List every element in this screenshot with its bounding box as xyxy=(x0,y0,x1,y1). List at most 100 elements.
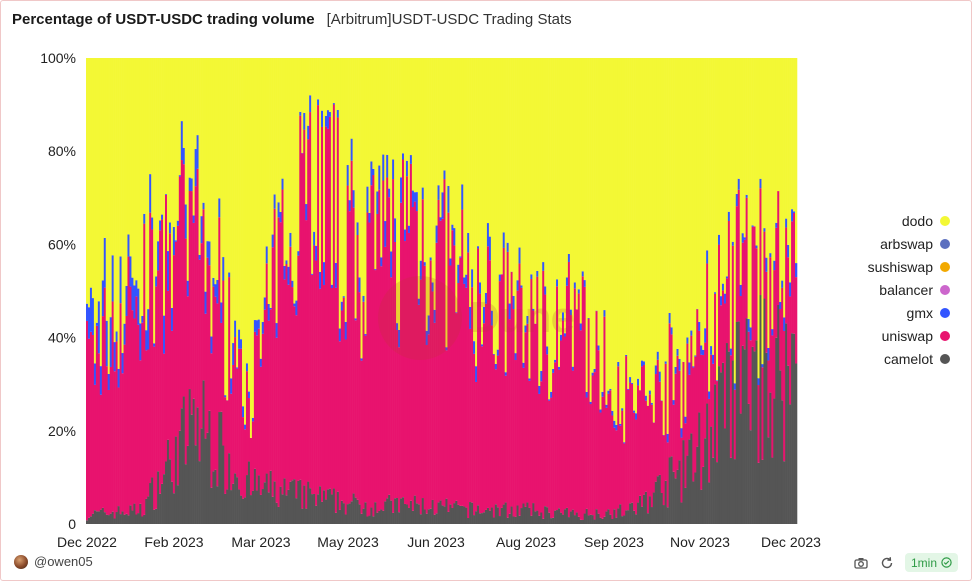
bar-segment-gmx xyxy=(585,391,588,398)
bar-segment-uniswap xyxy=(192,222,195,399)
bar-segment-camelot xyxy=(712,457,715,524)
bar-segment-gmx xyxy=(311,273,314,275)
bar-segment-camelot xyxy=(390,500,393,524)
bar-segment-gmx xyxy=(473,341,476,354)
bar-segment-gmx xyxy=(407,225,411,233)
bar-segment-dodo xyxy=(257,58,261,320)
bar-segment-gmx xyxy=(425,330,428,346)
bar-segment-gmx xyxy=(603,310,606,317)
legend-item-uniswap[interactable]: uniswap xyxy=(868,328,950,344)
bar-segment-camelot xyxy=(220,411,223,524)
bar-segment-uniswap xyxy=(680,437,683,503)
bar-segment-uniswap xyxy=(204,313,207,439)
bar-segment-gmx xyxy=(648,390,652,395)
bar-segment-gmx xyxy=(198,254,201,260)
bar-segment-uniswap xyxy=(546,354,549,508)
bar-segment-dodo xyxy=(475,58,478,367)
legend-item-dodo[interactable]: dodo xyxy=(868,213,950,229)
bar-segment-gmx xyxy=(356,222,359,236)
bar-segment-dodo xyxy=(714,58,717,293)
bar-segment-dodo xyxy=(105,58,109,321)
bar-segment-uniswap xyxy=(269,309,272,471)
bar-segment-gmx xyxy=(783,317,786,331)
bar-segment-gmx xyxy=(245,363,249,372)
refresh-interval-badge[interactable]: 1min xyxy=(904,553,958,572)
bar-segment-dodo xyxy=(174,58,178,241)
legend-item-camelot[interactable]: camelot xyxy=(868,351,950,367)
bar-segment-dodo xyxy=(378,58,381,166)
author-info[interactable]: @owen05 xyxy=(14,554,93,569)
bar-segment-camelot xyxy=(781,400,784,524)
legend-item-sushiswap[interactable]: sushiswap xyxy=(868,259,950,275)
bar-segment-gmx xyxy=(565,277,569,286)
bar-segment-camelot xyxy=(127,515,130,524)
bar-segment-uniswap xyxy=(358,292,361,505)
bar-segment-dodo xyxy=(544,58,547,287)
bar-segment-gmx xyxy=(439,217,442,221)
bar-segment-dodo xyxy=(678,58,681,359)
bar-segment-dodo xyxy=(700,58,703,346)
bar-segment-camelot xyxy=(309,488,312,524)
bar-segment-uniswap xyxy=(625,356,628,511)
bar-segment-uniswap xyxy=(733,389,737,460)
bar-segment-gmx xyxy=(421,187,425,200)
legend-item-gmx[interactable]: gmx xyxy=(868,305,950,321)
bar-segment-uniswap xyxy=(245,371,249,476)
bar-segment-gmx xyxy=(86,303,89,321)
bar-segment-gmx xyxy=(591,372,594,376)
x-tick-label: Dec 2022 xyxy=(57,534,117,550)
bar-segment-gmx xyxy=(727,211,731,221)
x-tick-label: Sep 2023 xyxy=(584,534,644,550)
chart-subtitle[interactable]: [Arbitrum]USDT-USDC Trading Stats xyxy=(326,11,572,28)
bar-segment-uniswap xyxy=(552,372,555,518)
bar-segment-gmx xyxy=(234,320,237,338)
bar-segment-dodo xyxy=(149,58,152,175)
bar-segment-gmx xyxy=(733,383,737,390)
bar-segment-gmx xyxy=(378,165,381,190)
camera-icon[interactable] xyxy=(853,555,869,571)
bar-segment-camelot xyxy=(340,500,344,524)
refresh-icon[interactable] xyxy=(879,555,895,571)
bar-segment-gmx xyxy=(431,282,434,292)
bar-segment-gmx xyxy=(163,315,166,354)
bar-segment-dodo xyxy=(702,58,705,350)
bar-segment-uniswap xyxy=(587,318,590,516)
bar-segment-uniswap xyxy=(477,248,480,506)
bar-segment-dodo xyxy=(660,58,663,401)
bar-segment-gmx xyxy=(581,271,584,277)
bar-segment-dodo xyxy=(763,58,766,229)
bar-segment-dodo xyxy=(623,58,626,443)
bar-segment-dodo xyxy=(374,58,377,270)
bar-segment-uniswap xyxy=(714,293,717,385)
bar-segment-uniswap xyxy=(668,323,671,458)
bar-segment-dodo xyxy=(115,58,118,332)
bar-segment-dodo xyxy=(637,58,640,379)
bar-segment-uniswap xyxy=(481,346,484,514)
bar-segment-dodo xyxy=(461,58,464,185)
bar-segment-dodo xyxy=(415,58,419,193)
bar-segment-gmx xyxy=(188,177,191,192)
bar-segment-dodo xyxy=(366,58,369,187)
bar-segment-uniswap xyxy=(569,315,573,512)
bar-segment-uniswap xyxy=(315,260,318,506)
bar-segment-gmx xyxy=(441,192,444,219)
bar-segment-camelot xyxy=(548,512,551,524)
bar-segment-gmx xyxy=(317,99,320,106)
y-tick-label: 100% xyxy=(40,50,76,66)
bar-segment-dodo xyxy=(441,58,444,193)
bar-segment-camelot xyxy=(338,509,342,524)
bar-segment-gmx xyxy=(352,190,355,208)
bar-segment-camelot xyxy=(698,412,701,524)
author-username[interactable]: @owen05 xyxy=(34,554,93,569)
bar-segment-gmx xyxy=(463,277,466,284)
legend-item-balancer[interactable]: balancer xyxy=(868,282,950,298)
bar-segment-camelot xyxy=(184,464,188,524)
bar-segment-camelot xyxy=(113,518,116,524)
bar-segment-dodo xyxy=(486,58,490,224)
bar-segment-dodo xyxy=(603,58,606,311)
legend-item-arbswap[interactable]: arbswap xyxy=(868,236,950,252)
bar-segment-dodo xyxy=(704,58,707,329)
bar-segment-dodo xyxy=(168,58,172,223)
bar-segment-camelot xyxy=(372,516,375,524)
